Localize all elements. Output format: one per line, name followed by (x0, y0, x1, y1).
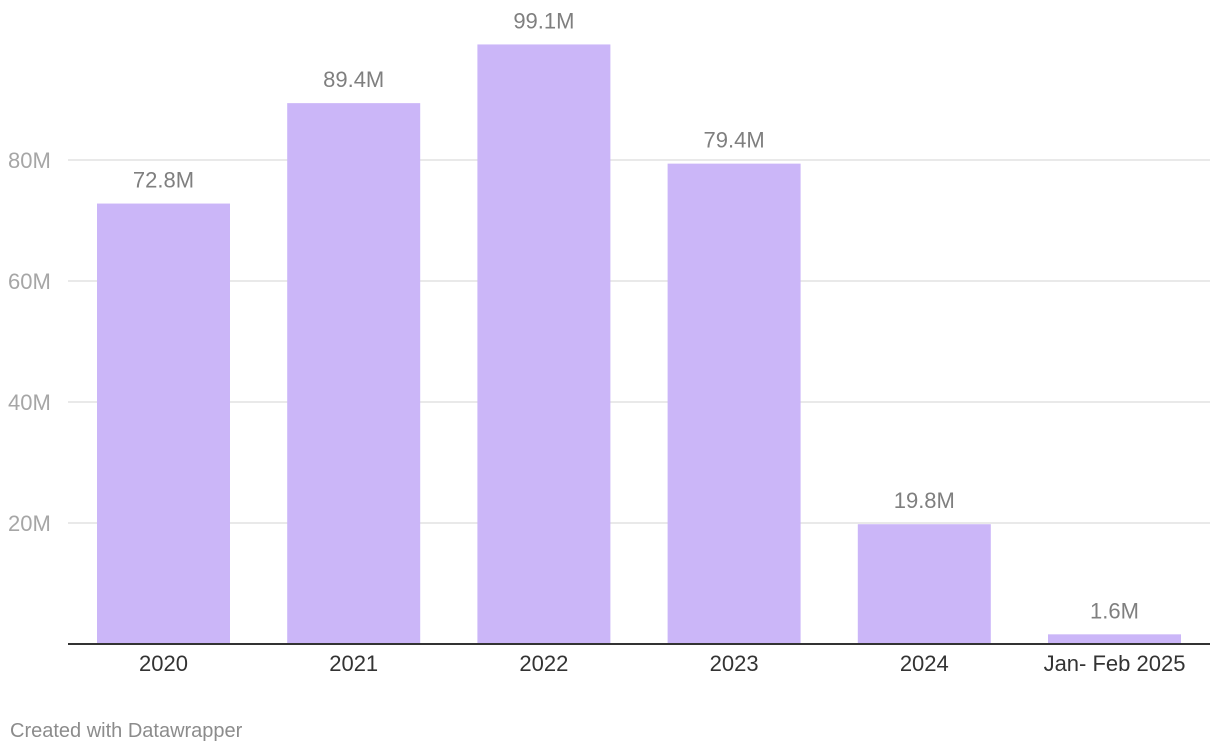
bar-value-label: 89.4M (323, 67, 384, 92)
bars (97, 44, 1181, 644)
y-tick-label: 60M (8, 269, 51, 294)
bar-2021[interactable] (287, 103, 421, 644)
y-tick-label: 20M (8, 511, 51, 536)
x-tick-label: 2021 (329, 651, 378, 676)
x-tick-label: 2022 (519, 651, 568, 676)
bar-2022[interactable] (477, 44, 611, 644)
bar-jan-feb-2025[interactable] (1048, 634, 1181, 644)
x-tick-label: 2023 (710, 651, 759, 676)
x-tick-label: 2024 (900, 651, 949, 676)
x-axis-tick-labels: 2020 2021 2022 2023 2024 Jan- Feb 2025 (139, 651, 1185, 676)
x-tick-label: Jan- Feb 2025 (1044, 651, 1186, 676)
x-tick-label: 2020 (139, 651, 188, 676)
bar-2020[interactable] (97, 203, 230, 644)
y-tick-label: 40M (8, 390, 51, 415)
bar-value-label: 99.1M (513, 8, 574, 33)
bar-value-label: 19.8M (894, 488, 955, 513)
bar-value-label: 72.8M (133, 168, 194, 193)
gridlines (68, 159, 1210, 524)
bar-value-labels: 72.8M 89.4M 99.1M 79.4M 19.8M 1.6M (133, 8, 1139, 623)
bar-2024[interactable] (857, 524, 991, 644)
bar-value-label: 79.4M (704, 128, 765, 153)
bar-value-label: 1.6M (1090, 598, 1139, 623)
datawrapper-credit: Created with Datawrapper (10, 720, 243, 742)
bar-2023[interactable] (667, 163, 801, 644)
y-tick-label: 80M (8, 148, 51, 173)
y-axis-tick-labels: 20M 40M 60M 80M (8, 148, 51, 536)
